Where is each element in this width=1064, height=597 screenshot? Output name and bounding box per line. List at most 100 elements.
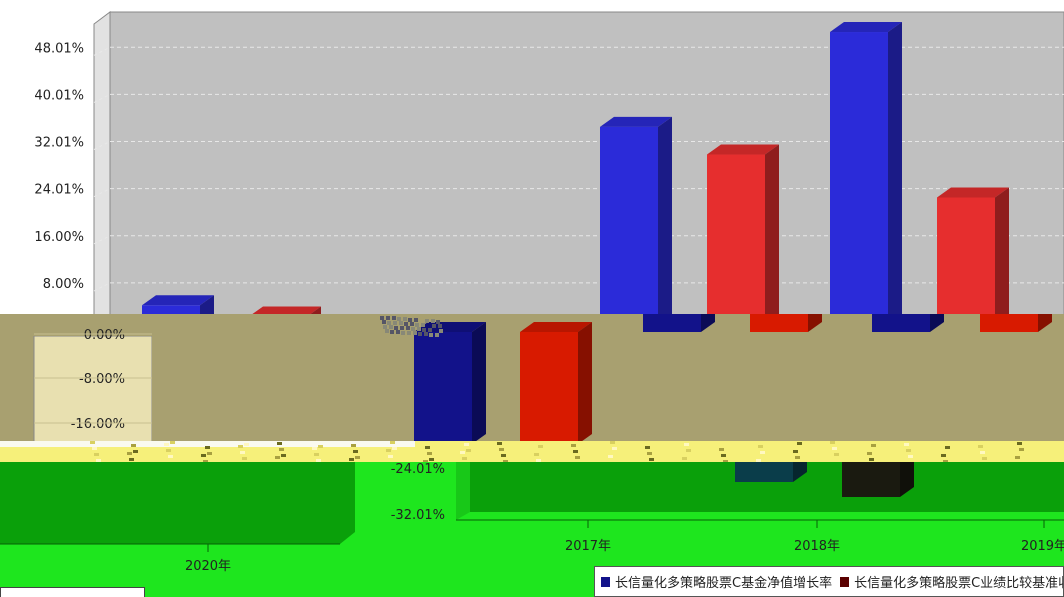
- strip-noise: [386, 449, 391, 452]
- noise-pixel: [422, 328, 426, 332]
- noise-pixel: [386, 316, 390, 320]
- strip-noise: [721, 454, 726, 457]
- strip-noise: [682, 457, 687, 460]
- noise-pixel: [439, 329, 443, 333]
- strip-noise: [758, 445, 763, 448]
- noise-pixel: [382, 320, 386, 324]
- noise-pixel: [432, 324, 436, 328]
- strip-light: [0, 441, 415, 447]
- bar-stub: [872, 314, 944, 332]
- strip-noise: [349, 458, 354, 461]
- bar-top: [600, 116, 672, 330]
- strip-noise: [908, 455, 913, 458]
- strip-noise: [608, 455, 613, 458]
- noise-pixel: [383, 325, 387, 329]
- strip-noise: [867, 452, 872, 455]
- noise-pixel: [428, 328, 432, 332]
- gridline-side: [93, 141, 111, 150]
- strip-noise: [275, 456, 280, 459]
- strip-noise: [312, 447, 317, 450]
- strip-noise: [575, 456, 580, 459]
- noise-pixel: [401, 331, 405, 335]
- strip-noise: [573, 450, 578, 453]
- strip-noise: [168, 455, 173, 458]
- strip-noise: [92, 447, 97, 450]
- strip-noise: [647, 452, 652, 455]
- strip-noise: [464, 443, 469, 446]
- noise-pixel: [389, 325, 393, 329]
- gridline-side: [93, 188, 111, 198]
- bar-top: [707, 144, 779, 330]
- strip-noise: [538, 445, 543, 448]
- middle-chart-panel: 0.00% -8.00% -16.00%: [0, 314, 1064, 444]
- noise-pixel: [408, 318, 412, 322]
- strip-noise: [904, 443, 909, 446]
- x-tick-label-left: 2020年: [185, 559, 231, 574]
- strip-noise: [1015, 456, 1020, 459]
- noise-pixel: [404, 322, 408, 326]
- noise-pixel: [415, 323, 419, 327]
- gridline-side: [93, 282, 111, 292]
- noise-pixel: [421, 323, 425, 327]
- strip-noise: [941, 454, 946, 457]
- x-tick-label: 2018年: [794, 539, 840, 554]
- bar-stub: [750, 314, 822, 332]
- noise-pixel: [425, 319, 429, 323]
- legend-item-2: 长信量化多策略股票C业绩比较基准收益率: [840, 572, 1063, 591]
- gridline-side: [93, 46, 111, 56]
- legend-swatch-1: [601, 576, 610, 587]
- gridline-side: [93, 93, 111, 103]
- strip-noise: [427, 452, 432, 455]
- noise-pixel: [380, 316, 384, 320]
- noise-pixel: [410, 322, 414, 326]
- bar-mid-red: [520, 322, 592, 444]
- strip-noise: [645, 446, 650, 449]
- strip-noise: [501, 454, 506, 457]
- y-tick-label: 48.01%: [34, 41, 84, 56]
- noise-pixel: [406, 326, 410, 330]
- strip-noise: [571, 444, 576, 447]
- x-tick-label: 2019年: [1021, 539, 1064, 554]
- strip-noise: [686, 449, 691, 452]
- noise-pixel: [411, 327, 415, 331]
- noise-pixel: [397, 317, 401, 321]
- noise-pixel: [436, 320, 440, 324]
- noise-pixel: [385, 329, 389, 333]
- noise-pixel: [390, 330, 394, 334]
- y-tick-label: -24.01%: [391, 462, 445, 477]
- strip-noise: [314, 453, 319, 456]
- legend-item-1: 长信量化多策略股票C基金净值增长率: [601, 572, 832, 591]
- noise-pixel: [392, 316, 396, 320]
- strip-noise: [207, 452, 212, 455]
- strip-noise: [649, 458, 654, 461]
- glitch-strip-svg: [0, 441, 1064, 465]
- strip-noise: [316, 459, 321, 462]
- strip-noise: [429, 458, 434, 461]
- bottom-right-panel: [470, 462, 1064, 512]
- noise-pixel: [393, 321, 397, 325]
- y-tick-label: 0.00%: [84, 328, 125, 343]
- strip-noise: [279, 448, 284, 451]
- noise-pixel: [414, 318, 418, 322]
- strip-noise: [244, 443, 249, 446]
- strip-noise: [462, 457, 467, 460]
- noise-pixel: [417, 327, 421, 331]
- strip-noise: [131, 444, 136, 447]
- strip-noise: [205, 446, 210, 449]
- strip-noise: [242, 457, 247, 460]
- bar-bottom-1: [735, 462, 807, 482]
- legend-label-1: 长信量化多策略股票C基金净值增长率: [615, 576, 833, 591]
- strip-noise: [277, 442, 282, 445]
- y-tick-label: 8.00%: [43, 277, 84, 292]
- glitch-strip: [0, 441, 1064, 465]
- strip-noise: [129, 458, 134, 461]
- bar-top: [830, 22, 902, 331]
- strip-noise: [355, 456, 360, 459]
- strip-noise: [723, 460, 728, 463]
- middle-side-wall: [33, 335, 153, 444]
- noise-pixel: [435, 333, 439, 337]
- noise-pixel: [424, 332, 428, 336]
- strip-noise: [945, 446, 950, 449]
- strip-noise: [534, 453, 539, 456]
- bar-bottom-2: [842, 462, 914, 497]
